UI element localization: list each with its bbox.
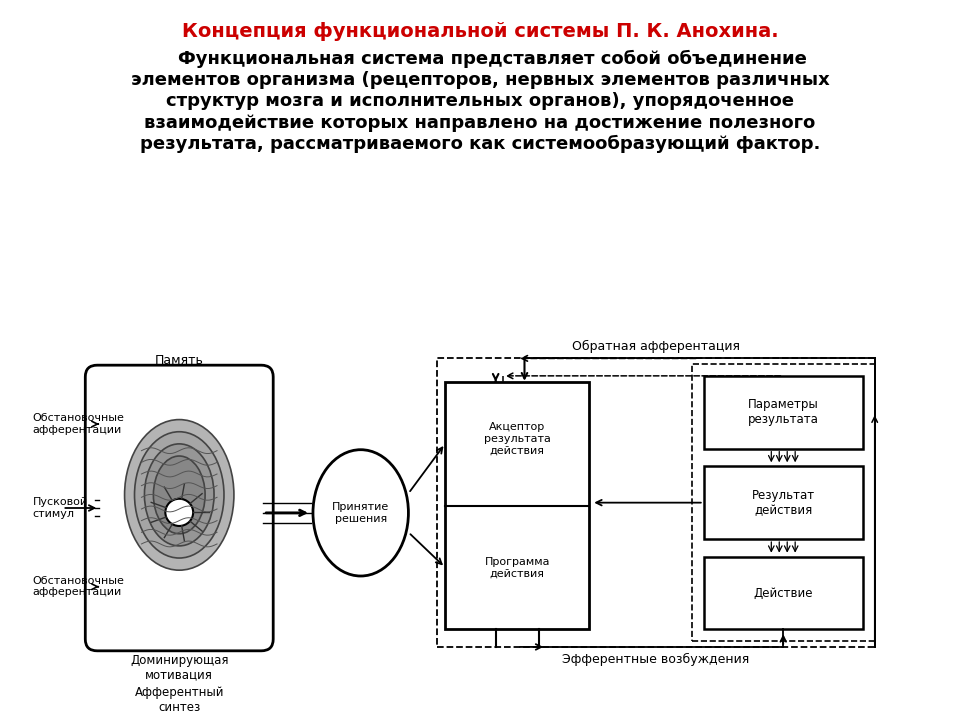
Text: Память: Память bbox=[155, 354, 204, 367]
Bar bbox=[445, 382, 589, 629]
Bar bbox=[704, 467, 863, 539]
Text: Эфферентные возбуждения: Эфферентные возбуждения bbox=[563, 653, 750, 666]
Ellipse shape bbox=[125, 420, 234, 570]
Text: взаимодействие которых направлено на достижение полезного: взаимодействие которых направлено на дос… bbox=[144, 114, 816, 132]
Text: Программа
действия: Программа действия bbox=[485, 557, 550, 578]
Ellipse shape bbox=[134, 432, 224, 558]
Text: Принятие
решения: Принятие решения bbox=[332, 502, 390, 523]
Text: Обстановочные
афферентации: Обстановочные афферентации bbox=[33, 413, 125, 435]
Text: результата, рассматриваемого как системообразующий фактор.: результата, рассматриваемого как системо… bbox=[140, 135, 820, 153]
Text: Доминирующая
мотивация: Доминирующая мотивация bbox=[130, 654, 228, 682]
Text: Функциональная система представляет собой объединение: Функциональная система представляет собо… bbox=[153, 50, 807, 68]
Bar bbox=[704, 376, 863, 449]
Text: Акцептор
результата
действия: Акцептор результата действия bbox=[484, 422, 551, 455]
FancyBboxPatch shape bbox=[85, 365, 274, 651]
Ellipse shape bbox=[165, 499, 193, 526]
Bar bbox=[437, 359, 875, 647]
Text: Пусковой
стимул: Пусковой стимул bbox=[33, 498, 87, 519]
Text: Результат
действия: Результат действия bbox=[752, 489, 815, 517]
Text: элементов организма (рецепторов, нервных элементов различных: элементов организма (рецепторов, нервных… bbox=[131, 71, 829, 89]
Text: Обстановочные
афферентации: Обстановочные афферентации bbox=[33, 576, 125, 598]
Text: Афферентный
синтез: Афферентный синтез bbox=[134, 685, 224, 714]
Bar bbox=[704, 557, 863, 629]
Text: Действие: Действие bbox=[754, 587, 813, 600]
Text: Концепция функциональной системы П. К. Анохина.: Концепция функциональной системы П. К. А… bbox=[181, 22, 779, 41]
Text: Параметры
результата: Параметры результата bbox=[748, 398, 819, 426]
Ellipse shape bbox=[313, 450, 408, 576]
Bar bbox=[692, 364, 875, 641]
Text: структур мозга и исполнительных органов), упорядоченное: структур мозга и исполнительных органов)… bbox=[166, 92, 794, 110]
Text: Обратная афферентация: Обратная афферентация bbox=[572, 339, 740, 353]
Ellipse shape bbox=[144, 444, 214, 546]
Ellipse shape bbox=[154, 456, 205, 534]
